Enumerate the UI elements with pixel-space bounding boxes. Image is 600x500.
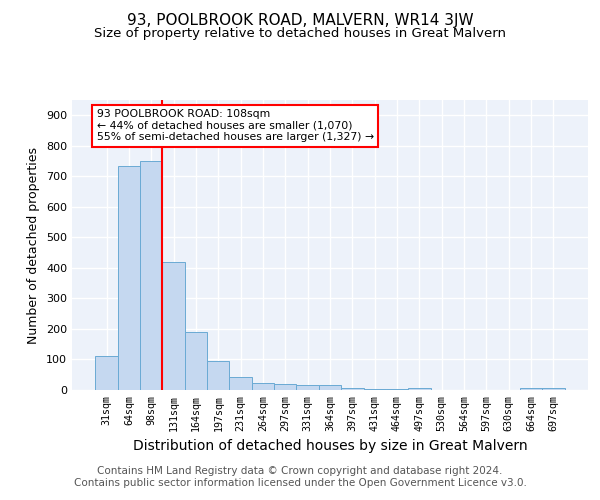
Bar [229, 377, 252, 390]
Text: Size of property relative to detached houses in Great Malvern: Size of property relative to detached ho… [94, 28, 506, 40]
Bar [274, 384, 296, 390]
Bar [140, 161, 163, 390]
Y-axis label: Number of detached properties: Number of detached properties [28, 146, 40, 344]
Bar [341, 388, 364, 390]
Bar [163, 262, 185, 390]
Bar [319, 385, 341, 390]
Bar [207, 361, 229, 390]
Bar [520, 388, 542, 390]
Bar [95, 356, 118, 390]
Bar [252, 384, 274, 390]
Bar [118, 166, 140, 390]
Bar [408, 388, 431, 390]
Text: 93, POOLBROOK ROAD, MALVERN, WR14 3JW: 93, POOLBROOK ROAD, MALVERN, WR14 3JW [127, 12, 473, 28]
Text: 93 POOLBROOK ROAD: 108sqm
← 44% of detached houses are smaller (1,070)
55% of se: 93 POOLBROOK ROAD: 108sqm ← 44% of detac… [97, 109, 374, 142]
Bar [542, 388, 565, 390]
Bar [185, 332, 207, 390]
Bar [296, 384, 319, 390]
X-axis label: Distribution of detached houses by size in Great Malvern: Distribution of detached houses by size … [133, 439, 527, 453]
Text: Contains HM Land Registry data © Crown copyright and database right 2024.
Contai: Contains HM Land Registry data © Crown c… [74, 466, 526, 487]
